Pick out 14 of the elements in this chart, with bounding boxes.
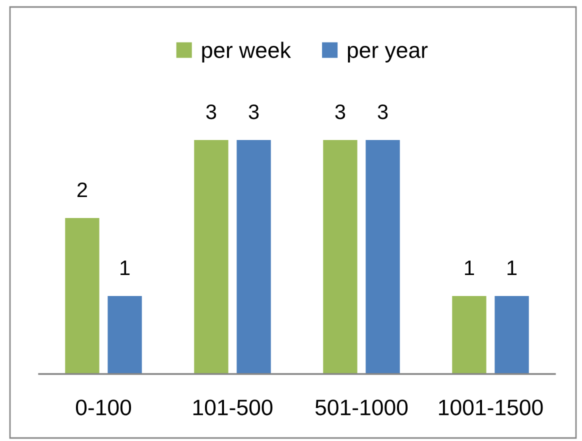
x-tick-label: 1001-1500: [439, 400, 543, 416]
data-label: 3: [248, 104, 259, 120]
data-label: 3: [335, 104, 346, 120]
data-label: 1: [465, 260, 474, 276]
x-tick-label: 101-500: [193, 400, 272, 416]
data-label: 1: [508, 260, 517, 276]
data-label: 3: [378, 104, 388, 120]
legend-label: per year: [348, 46, 428, 62]
legend-label: per week: [202, 42, 291, 62]
x-tick-label: 0-100: [76, 400, 132, 416]
data-label: 3: [206, 104, 216, 120]
data-label: 1: [120, 260, 130, 276]
x-tick-label: 501-1000: [315, 400, 408, 416]
data-label: 2: [77, 182, 87, 198]
